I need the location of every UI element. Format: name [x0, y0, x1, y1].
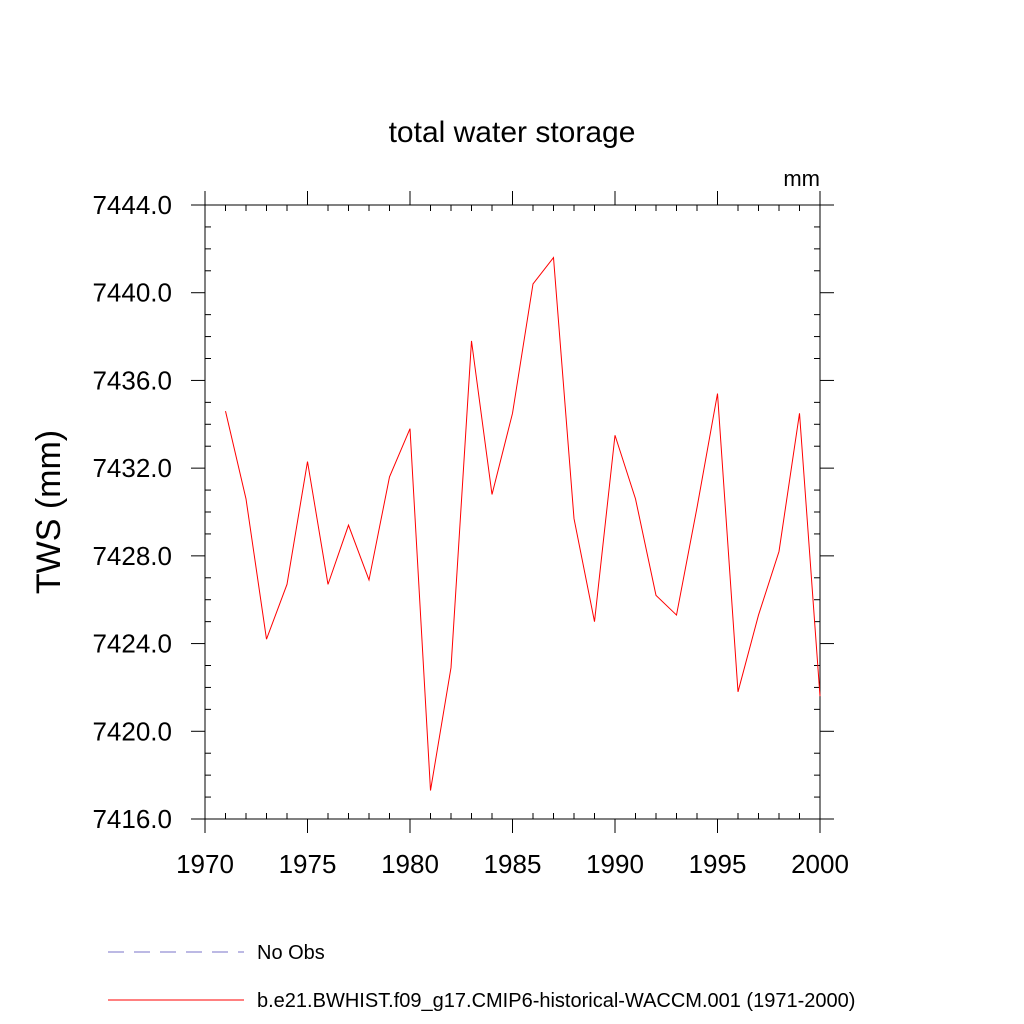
x-tick-labels: 1970 1975 1980 1985 1990 1995 2000 [176, 849, 849, 879]
y-tick-label: 7444.0 [92, 190, 172, 220]
y-tick-label: 7428.0 [92, 541, 172, 571]
major-ticks [191, 191, 834, 833]
plot-frame [204, 204, 821, 820]
y-tick-label: 7432.0 [92, 453, 172, 483]
series-line [225, 256, 821, 791]
y-tick-label: 7420.0 [92, 716, 172, 746]
minor-ticks [205, 205, 820, 819]
chart-title: total water storage [389, 116, 636, 149]
x-tick-label: 1985 [484, 849, 542, 879]
x-tick-label: 1975 [279, 849, 337, 879]
legend-label-waccm: b.e21.BWHIST.f09_g17.CMIP6-historical-WA… [257, 990, 855, 1012]
x-tick-label: 1995 [689, 849, 747, 879]
y-axis-label: TWS (mm) [30, 430, 68, 594]
y-tick-label: 7436.0 [92, 365, 172, 395]
x-tick-label: 1970 [176, 849, 234, 879]
x-tick-label: 1980 [381, 849, 439, 879]
legend-label-no-obs: No Obs [257, 942, 325, 964]
x-tick-label: 2000 [791, 849, 849, 879]
y-tick-labels: 7416.0 7420.0 7424.0 7428.0 7432.0 7436.0 7440… [92, 190, 172, 834]
x-tick-label: 1990 [586, 849, 644, 879]
y-tick-label: 7440.0 [92, 278, 172, 308]
y-tick-label: 7424.0 [92, 629, 172, 659]
y-tick-label: 7416.0 [92, 804, 172, 834]
legend: No Obs b.e21.BWHIST.f09_g17.CMIP6-histor… [108, 942, 855, 1012]
series-layer [225, 256, 821, 791]
units-label: mm [783, 166, 820, 191]
